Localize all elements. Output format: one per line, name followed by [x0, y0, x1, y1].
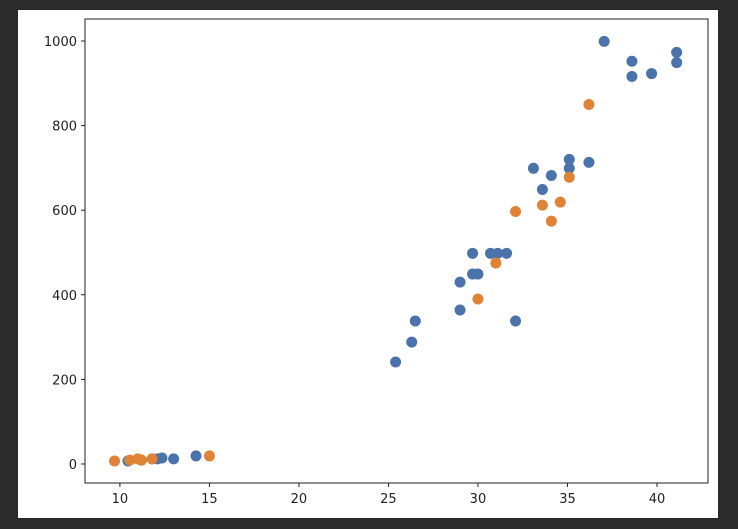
scatter-point — [545, 169, 557, 181]
y-tick-label: 400 — [52, 289, 77, 304]
scatter-point — [536, 199, 548, 211]
scatter-point — [626, 71, 638, 83]
x-tick-label: 20 — [291, 492, 308, 507]
scatter-point — [536, 183, 548, 195]
scatter-point — [190, 450, 202, 462]
scatter-point — [390, 356, 402, 368]
scatter-point — [135, 454, 147, 466]
scatter-point — [406, 336, 418, 348]
scatter-point — [563, 171, 575, 183]
scatter-point — [563, 153, 575, 165]
scatter-point — [467, 247, 479, 259]
scatter-point — [472, 293, 484, 305]
x-tick-label: 35 — [559, 492, 576, 507]
axes-frame — [84, 18, 709, 484]
scatter-point — [510, 205, 522, 217]
x-tick-label: 10 — [112, 492, 129, 507]
scatter-point — [146, 453, 158, 465]
scatter-point — [454, 304, 466, 316]
scatter-point — [646, 68, 658, 80]
scatter-point — [109, 455, 121, 467]
scatter-point — [492, 247, 504, 259]
x-tick-label: 25 — [380, 492, 397, 507]
scatter-point — [626, 55, 638, 67]
scatter-point — [527, 162, 539, 174]
scatter-point — [671, 57, 683, 69]
scatter-point — [168, 453, 180, 465]
scatter-point — [454, 276, 466, 288]
x-tick-label: 15 — [201, 492, 218, 507]
scatter-point — [203, 450, 215, 462]
y-tick-label: 800 — [52, 120, 77, 135]
figure-background — [18, 10, 718, 518]
scatter-point — [563, 162, 575, 174]
scatter-point — [554, 196, 566, 208]
x-tick-label: 30 — [470, 492, 487, 507]
scatter-point — [490, 257, 502, 269]
scatter-point — [545, 215, 557, 227]
scatter-point — [583, 156, 595, 168]
y-tick-label: 600 — [52, 204, 77, 219]
scatter-point — [156, 452, 168, 464]
scatter-point — [598, 35, 610, 47]
scatter-point — [501, 247, 513, 259]
scatter-point — [671, 46, 683, 58]
y-tick-label: 1000 — [44, 35, 77, 50]
y-tick-label: 200 — [52, 373, 77, 388]
x-tick-label: 40 — [649, 492, 666, 507]
scatter-point — [124, 454, 136, 466]
scatter-point — [409, 315, 421, 327]
scatter-point — [510, 315, 522, 327]
scatter-point — [583, 98, 595, 110]
scatter-point — [472, 268, 484, 280]
y-tick-label: 0 — [69, 458, 77, 473]
